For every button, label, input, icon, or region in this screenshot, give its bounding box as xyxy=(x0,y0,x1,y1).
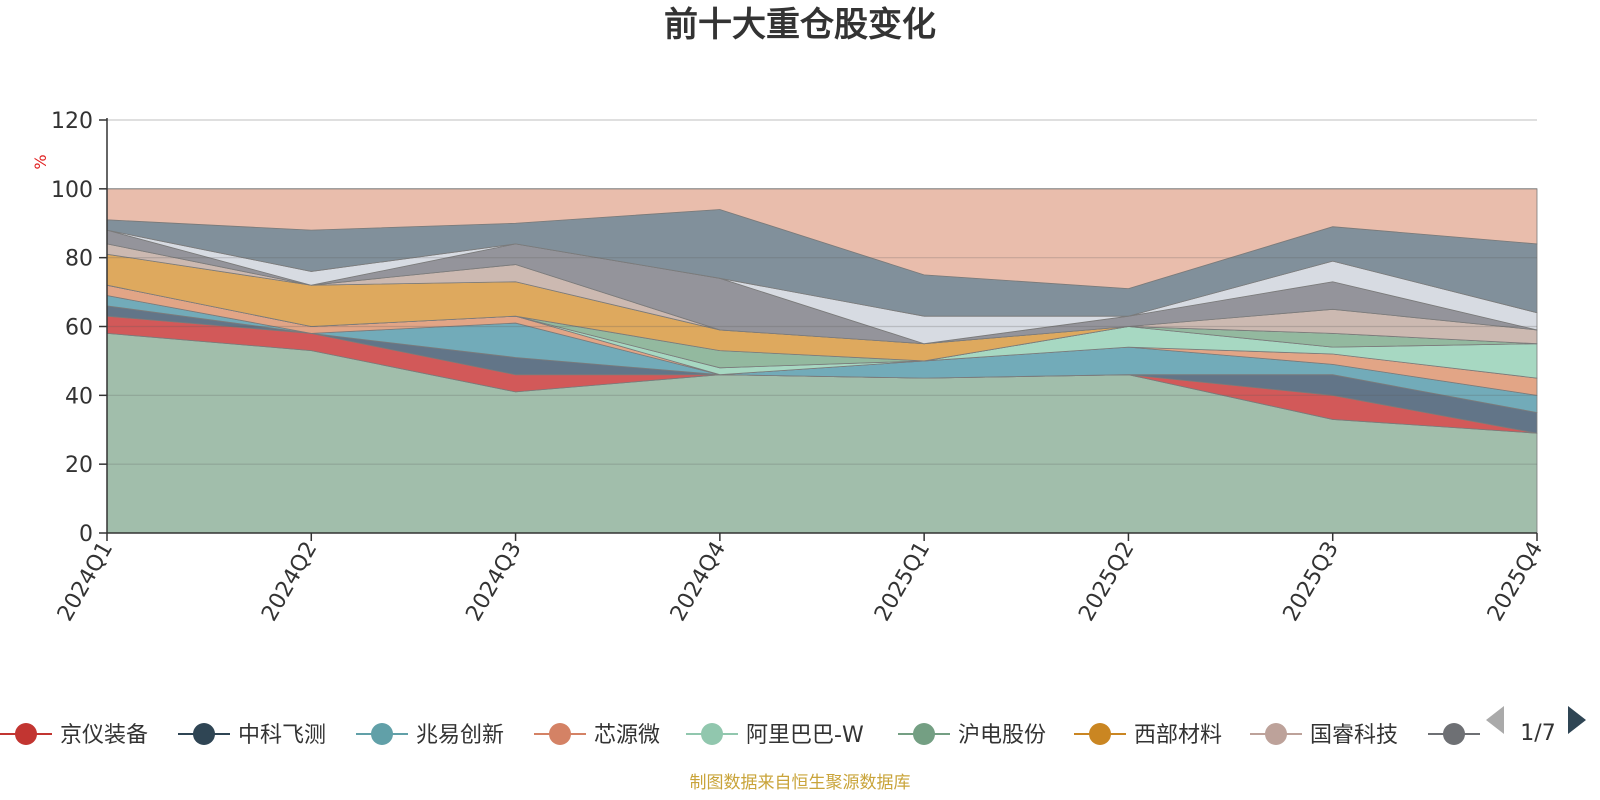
legend-circle-icon xyxy=(371,723,393,745)
legend-pager: 1/7 xyxy=(1486,706,1586,746)
x-tick-label: 2025Q4 xyxy=(1483,538,1548,626)
grid-lines xyxy=(107,119,1537,465)
legend-circle-icon xyxy=(701,723,723,745)
legend-label: 兆易创新 xyxy=(416,723,504,748)
x-tick-label: 2024Q1 xyxy=(53,538,118,626)
chart-title: 前十大重仓股变化 xyxy=(664,5,936,45)
y-axis-unit: % xyxy=(31,154,50,169)
area-series-12 xyxy=(106,188,1538,290)
legend-circle-icon xyxy=(1443,723,1465,745)
legend-item[interactable]: 中科飞测 xyxy=(178,723,326,748)
legend-label: 西部材料 xyxy=(1134,723,1222,748)
x-axis-ticks: 2024Q1 2024Q2 2024Q3 2024Q4 2025Q1 2025Q2 2025… xyxy=(53,533,1548,626)
legend-label: 国睿科技 xyxy=(1310,723,1398,748)
x-tick-label: 2025Q2 xyxy=(1074,538,1139,626)
legend-item[interactable]: 西部材料 xyxy=(1074,723,1222,748)
x-tick-label: 2025Q3 xyxy=(1279,538,1344,626)
legend-label: 沪电股份 xyxy=(958,723,1046,748)
legend[interactable]: 京仪装备 中科飞测 兆易创新 芯源微 阿里巴巴-W 沪电股份 西部材料 国睿科技 xyxy=(0,723,1480,748)
x-tick-label: 2024Q4 xyxy=(666,538,731,626)
legend-item[interactable]: 芯源微 xyxy=(534,723,660,748)
legend-circle-icon xyxy=(15,723,37,745)
area-series-group xyxy=(106,188,1538,534)
x-tick-label: 2025Q1 xyxy=(870,538,935,626)
y-tick-label: 40 xyxy=(65,384,93,409)
y-tick-label: 100 xyxy=(51,178,93,203)
legend-circle-icon xyxy=(913,723,935,745)
legend-label: 京仪装备 xyxy=(60,723,148,748)
legend-circle-icon xyxy=(549,723,571,745)
legend-label: 芯源微 xyxy=(594,723,660,748)
y-axis-ticks: 0 20 40 60 80 100 120 xyxy=(51,109,107,547)
legend-page-indicator: 1/7 xyxy=(1520,721,1555,746)
legend-item[interactable]: 沪电股份 xyxy=(898,723,1046,748)
legend-item[interactable]: 兆易创新 xyxy=(356,723,504,748)
x-tick-label: 2024Q3 xyxy=(461,538,526,626)
legend-circle-icon xyxy=(1265,723,1287,745)
legend-circle-icon xyxy=(193,723,215,745)
y-tick-label: 120 xyxy=(51,109,93,134)
legend-label: 中科飞测 xyxy=(238,723,326,748)
legend-item[interactable] xyxy=(1428,723,1480,745)
legend-item[interactable]: 阿里巴巴-W xyxy=(686,723,864,748)
y-tick-label: 60 xyxy=(65,316,93,341)
legend-item[interactable]: 国睿科技 xyxy=(1250,723,1398,748)
y-tick-label: 80 xyxy=(65,247,93,272)
legend-label: 阿里巴巴-W xyxy=(746,723,864,748)
source-note: 制图数据来自恒生聚源数据库 xyxy=(690,773,911,793)
x-tick-label: 2024Q2 xyxy=(257,538,322,626)
y-tick-label: 20 xyxy=(65,453,93,478)
legend-prev-arrow-icon[interactable] xyxy=(1486,706,1504,734)
y-tick-label: 0 xyxy=(79,522,93,547)
legend-item[interactable]: 京仪装备 xyxy=(0,723,148,748)
legend-next-arrow-icon[interactable] xyxy=(1568,706,1586,734)
legend-circle-icon xyxy=(1089,723,1111,745)
